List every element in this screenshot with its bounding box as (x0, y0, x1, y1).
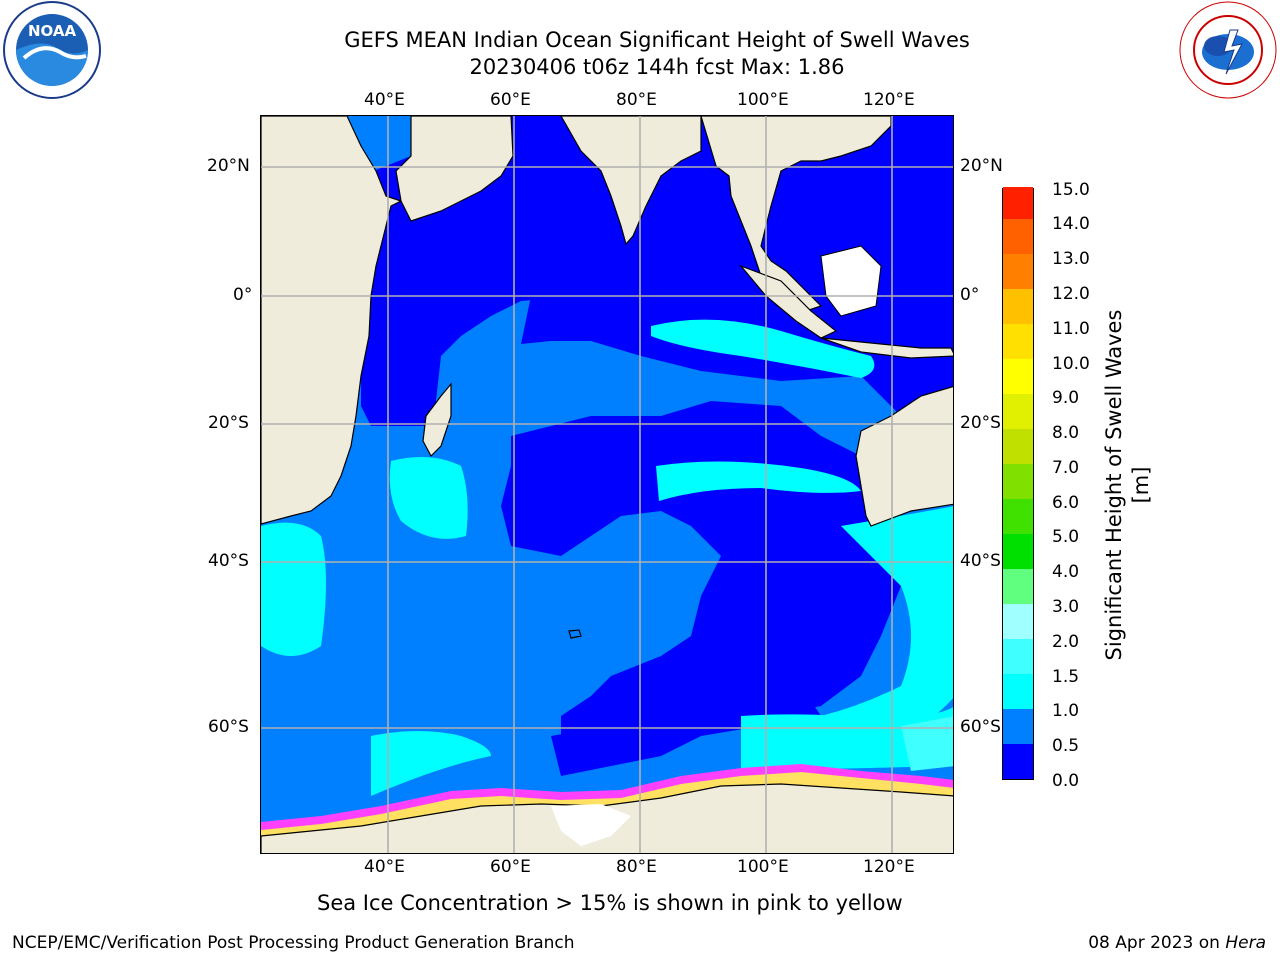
colorbar-tick-label: 3.0 (1052, 597, 1080, 617)
colorbar-segment (1003, 499, 1033, 534)
swell-region-cyan (651, 319, 875, 378)
colorbar-tick-label: 1.5 (1052, 667, 1080, 687)
lat-label-left: 20°S (208, 413, 249, 433)
lat-label-left: 40°S (208, 551, 249, 571)
colorbar-segment (1003, 604, 1033, 639)
colorbar-tick-label: 7.0 (1052, 458, 1080, 478)
land-madagascar (422, 382, 452, 457)
colorbar-tick-label: 6.0 (1052, 493, 1080, 513)
colorbar-tick-label: 0.0 (1052, 771, 1080, 791)
swell-region-cyan (656, 461, 861, 501)
lon-label-top: 100°E (737, 90, 789, 110)
colorbar-tick-label: 12.0 (1052, 284, 1090, 304)
lat-label-left: 20°N (207, 156, 250, 176)
colorbar-segment (1003, 534, 1033, 569)
colorbar-title: Significant Height of Swell Waves [m] (1102, 309, 1153, 661)
colorbar-segment (1003, 187, 1033, 219)
lat-label-right: 40°S (960, 551, 1001, 571)
colorbar-segment (1003, 709, 1033, 744)
swell-region-cyan (389, 457, 468, 539)
swell-region-cyan (821, 506, 953, 746)
colorbar-segment (1003, 254, 1033, 289)
colorbar-segment (1003, 324, 1033, 359)
lon-label-top: 120°E (863, 90, 915, 110)
land-india (560, 116, 702, 246)
colorbar-tick-label: 5.0 (1052, 527, 1080, 547)
footer-date: 08 Apr 2023 on Hera (1088, 932, 1266, 954)
lon-label-top: 60°E (490, 90, 531, 110)
colorbar-segment (1003, 744, 1033, 779)
footer-credit: NCEP/EMC/Verification Post Processing Pr… (12, 933, 575, 953)
sea-ice-caption: Sea Ice Concentration > 15% is shown in … (317, 891, 903, 915)
lon-label-bottom: 80°E (616, 857, 657, 877)
colorbar-segment (1003, 674, 1033, 709)
noaa-logo: NOAA (2, 0, 102, 100)
colorbar-segment (1003, 359, 1033, 394)
swell-region-cyan (371, 731, 491, 796)
footer-host: Hera (1225, 933, 1266, 953)
colorbar-segment (1003, 394, 1033, 429)
colorbar-tick-label: 10.0 (1052, 354, 1090, 374)
colorbar-tick-label: 0.5 (1052, 736, 1080, 756)
land-africa (261, 116, 403, 525)
lat-label-right: 0° (960, 285, 980, 305)
colorbar-tick-label: 14.0 (1052, 214, 1090, 234)
ice-shelf (551, 804, 631, 846)
map-panel (260, 115, 954, 854)
lat-label-right: 60°S (960, 717, 1001, 737)
swell-region-cyan (261, 522, 326, 656)
chart-subtitle: 20230406 t06z 144h fcst Max: 1.86 (469, 55, 845, 79)
swell-region-low (551, 686, 821, 776)
map-grid (261, 116, 953, 853)
nws-logo (1178, 0, 1278, 100)
colorbar-tick-label: 9.0 (1052, 388, 1080, 408)
colorbar-tick-label: 4.0 (1052, 562, 1080, 582)
colorbar-tick-label: 13.0 (1052, 249, 1090, 269)
colorbar-tick-label: 8.0 (1052, 423, 1080, 443)
lon-label-bottom: 100°E (737, 857, 789, 877)
colorbar-segment (1003, 464, 1033, 499)
colorbar-tick-label: 11.0 (1052, 319, 1090, 339)
colorbar-segment (1003, 429, 1033, 464)
lat-label-right: 20°N (960, 156, 1003, 176)
lon-label-top: 40°E (364, 90, 405, 110)
colorbar-segment (1003, 639, 1033, 674)
colorbar-segment (1003, 569, 1033, 604)
lat-label-left: 0° (233, 285, 253, 305)
noaa-logo-text: NOAA (28, 22, 77, 40)
colorbar-tick-label: 15.0 (1052, 180, 1090, 200)
land-australia (855, 385, 953, 527)
swell-region-low (501, 401, 901, 771)
chart-title: GEFS MEAN Indian Ocean Significant Heigh… (344, 28, 970, 52)
colorbar-tick-label: 1.0 (1052, 701, 1080, 721)
lon-label-bottom: 60°E (490, 857, 531, 877)
colorbar-tick-label: 2.0 (1052, 632, 1080, 652)
colorbar-segment (1003, 289, 1033, 324)
lon-label-bottom: 40°E (364, 857, 405, 877)
colorbar (1002, 187, 1034, 780)
swell-region-cyan2 (901, 716, 953, 771)
land-java (820, 337, 953, 359)
swell-height-map (261, 116, 953, 853)
colorbar-segment (1003, 219, 1033, 254)
lon-label-bottom: 120°E (863, 857, 915, 877)
lon-label-top: 80°E (616, 90, 657, 110)
footer-date-text: 08 Apr 2023 on (1088, 933, 1226, 953)
lat-label-right: 20°S (960, 413, 1001, 433)
lat-label-left: 60°S (208, 717, 249, 737)
land-seasia (700, 116, 892, 312)
land-arabia (395, 116, 514, 222)
land-kerguelen (568, 629, 582, 639)
swell-region-cyan (741, 707, 953, 771)
land-sumatra (739, 264, 838, 339)
